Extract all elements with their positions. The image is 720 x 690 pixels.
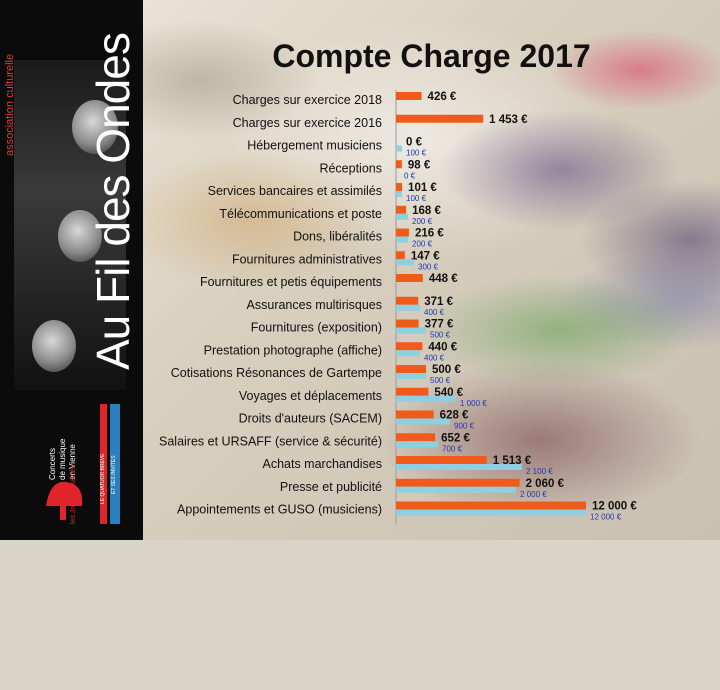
value-label-2016: 1 000 € xyxy=(460,399,487,408)
value-label-2016: 500 € xyxy=(430,376,451,385)
bar-2017 xyxy=(396,342,423,351)
value-label-2017: 448 € xyxy=(429,273,458,285)
bar-2016 xyxy=(396,191,402,197)
bar-2017 xyxy=(396,501,586,510)
value-label-2017: 98 € xyxy=(408,159,431,171)
bar-2016 xyxy=(396,213,408,220)
value-label-2017: 500 € xyxy=(432,364,461,376)
bar-2016 xyxy=(396,441,438,448)
category-label: Presse et publicité xyxy=(280,480,382,494)
category-label: Achats marchandises xyxy=(262,457,382,471)
value-label-2017: 2 060 € xyxy=(526,478,565,490)
bar-2016 xyxy=(396,350,420,357)
bar-2016 xyxy=(396,464,522,470)
value-label-2017: 0 € xyxy=(406,137,423,149)
bar-2017 xyxy=(396,387,429,396)
bar-2016 xyxy=(396,395,456,402)
value-label-2016: 12 000 € xyxy=(590,513,622,522)
band-photo xyxy=(14,60,126,390)
value-label-2016: 200 € xyxy=(412,240,433,249)
value-label-2016: 2 100 € xyxy=(526,467,553,476)
concerts-logo-graphic xyxy=(46,481,83,520)
sidebar-panel: association culturelle Au Fil des Ondes … xyxy=(0,0,143,540)
value-label-2016: 900 € xyxy=(454,422,475,431)
category-label: Fournitures (exposition) xyxy=(251,321,382,335)
value-label-2017: 426 € xyxy=(428,91,457,103)
category-label: Dons, libéralités xyxy=(293,230,382,244)
bar-2016 xyxy=(396,373,426,379)
category-label: Télécommunications et poste xyxy=(219,207,382,221)
bar-2017 xyxy=(396,478,520,487)
value-label-2017: 652 € xyxy=(441,432,470,444)
category-label: Cotisations Résonances de Gartempe xyxy=(171,366,382,380)
concerts-logo: Concerts de musique en Vienne les Joyeux… xyxy=(40,420,90,526)
category-label: Charges sur exercice 2018 xyxy=(233,93,382,107)
value-label-2016: 100 € xyxy=(406,149,427,158)
bar-chart: Charges sur exercice 2018 426 € Charges su… xyxy=(159,90,637,525)
bar-2016 xyxy=(396,304,420,311)
value-label-2016: 400 € xyxy=(424,353,445,362)
value-label-2017: 147 € xyxy=(411,250,440,262)
category-label: Assurances multirisques xyxy=(247,298,382,312)
value-label-2016: 500 € xyxy=(430,331,451,340)
category-label: Voyages et déplacements xyxy=(239,389,382,403)
category-label: Fournitures et petis équipements xyxy=(200,275,382,289)
bar-2016 xyxy=(396,236,408,243)
value-label-2016: 400 € xyxy=(424,308,445,317)
bar-2016 xyxy=(396,418,450,425)
musician-face xyxy=(58,210,102,262)
value-label-2017: 371 € xyxy=(424,296,453,308)
value-label-2016: 200 € xyxy=(412,217,433,226)
value-label-2017: 1 453 € xyxy=(489,114,528,126)
value-label-2017: 440 € xyxy=(428,341,457,353)
category-label: Prestation photographe (affiche) xyxy=(204,343,382,357)
category-label: Hébergement musiciens xyxy=(247,139,382,153)
bar-2017 xyxy=(396,274,423,282)
bar-2017 xyxy=(396,251,405,260)
red-stripe: LE QUATUOR BREVE xyxy=(100,404,107,524)
value-label-2016: 100 € xyxy=(406,194,427,203)
bar-2017 xyxy=(396,433,436,442)
value-label-2017: 101 € xyxy=(408,182,437,194)
category-label: Réceptions xyxy=(319,161,382,175)
value-label-2017: 168 € xyxy=(412,205,441,217)
musician-face xyxy=(32,320,76,372)
blue-stripe: ET SES INVITÉS xyxy=(110,404,120,524)
value-label-2016: 300 € xyxy=(418,262,439,271)
bar-2016 xyxy=(396,327,426,334)
category-label: Charges sur exercice 2016 xyxy=(233,116,382,130)
value-label-2017: 216 € xyxy=(415,228,444,240)
category-label: Appointements et GUSO (musiciens) xyxy=(177,503,382,517)
bar-2017 xyxy=(396,114,484,123)
bar-2016 xyxy=(396,509,586,516)
musician-face xyxy=(72,100,118,154)
category-label: Droits d'auteurs (SACEM) xyxy=(239,412,382,426)
value-label-2016: 0 € xyxy=(404,171,416,180)
bar-2017 xyxy=(396,205,407,214)
bar-2017 xyxy=(396,456,487,464)
value-label-2016: 2 000 € xyxy=(520,490,547,499)
bar-2017 xyxy=(396,410,434,419)
bar-2017 xyxy=(396,228,409,237)
bar-2017 xyxy=(396,296,419,305)
value-label-2016: 700 € xyxy=(442,444,463,453)
value-label-2017: 12 000 € xyxy=(592,501,637,513)
bar-2016 xyxy=(396,145,402,152)
bar-2017 xyxy=(396,319,419,328)
bar-2016 xyxy=(396,486,516,493)
bar-2017 xyxy=(396,160,402,169)
bar-2017 xyxy=(396,365,426,373)
bar-2017 xyxy=(396,183,403,191)
category-label: Salaires et URSAFF (service & sécurité) xyxy=(159,434,382,448)
value-label-2017: 377 € xyxy=(425,319,454,331)
bar-2017 xyxy=(396,92,422,100)
category-label: Fournitures administratives xyxy=(232,252,382,266)
bar-2016 xyxy=(396,259,414,266)
category-label: Services bancaires et assimilés xyxy=(208,184,382,198)
page-title: Compte Charge 2017 xyxy=(272,38,591,74)
